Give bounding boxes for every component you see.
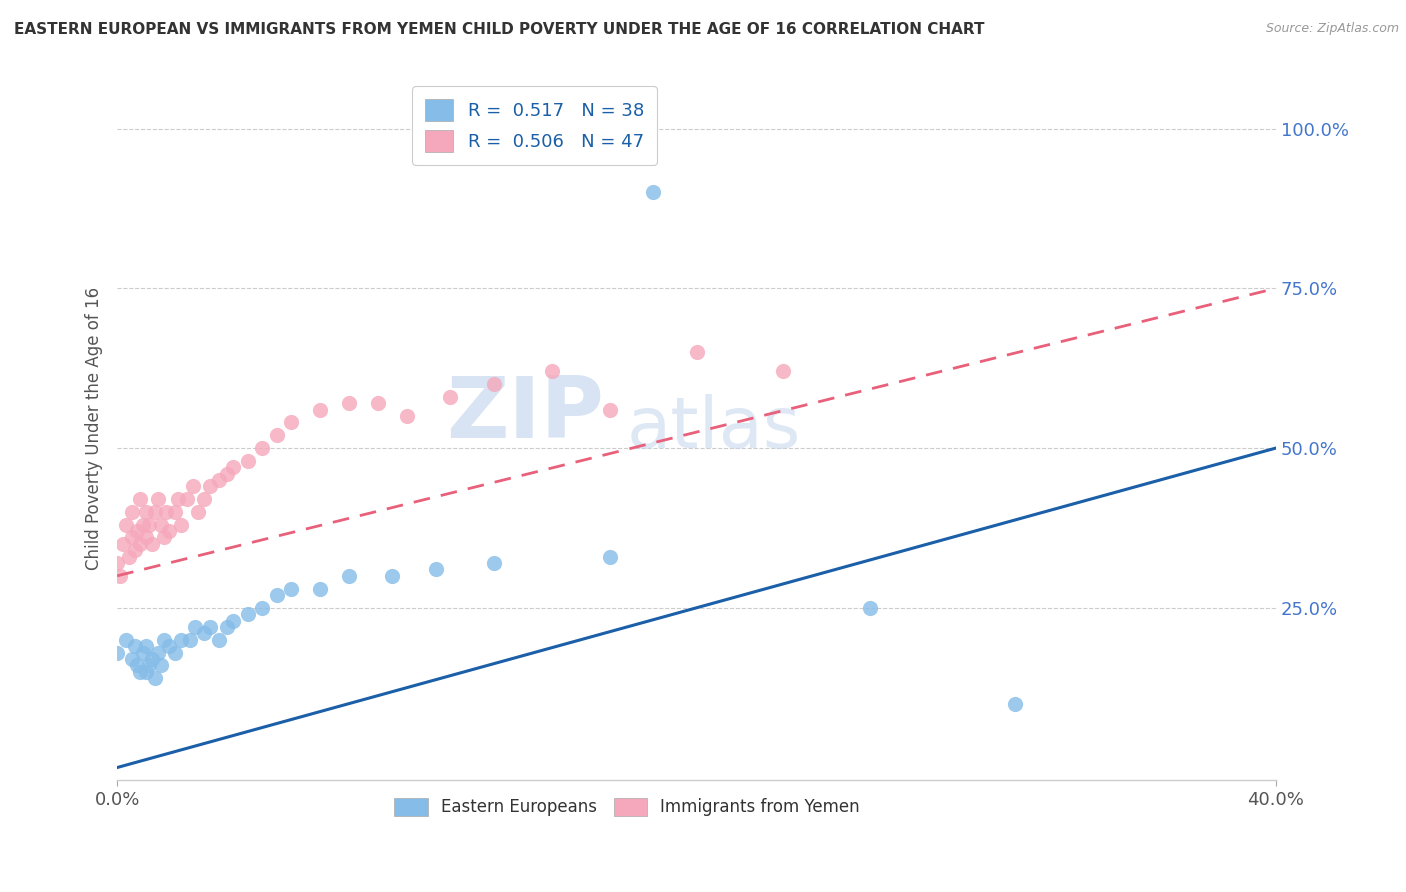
Point [108, 569, 131, 583]
Point [115, 632, 138, 647]
Point [187, 505, 209, 519]
Point [181, 479, 204, 493]
Text: atlas: atlas [627, 394, 801, 463]
Point [124, 543, 146, 558]
Point [193, 492, 215, 507]
Point [135, 639, 157, 653]
Point [135, 665, 157, 679]
Point [127, 658, 149, 673]
Point [152, 531, 174, 545]
Point [184, 620, 207, 634]
Point [143, 671, 166, 685]
Point [157, 524, 180, 538]
Point [772, 364, 794, 378]
Text: ZIP: ZIP [446, 374, 603, 457]
Point [152, 632, 174, 647]
Point [482, 377, 505, 392]
Point [643, 186, 665, 200]
Point [129, 492, 152, 507]
Point [124, 639, 146, 653]
Point [146, 646, 169, 660]
Point [149, 517, 172, 532]
Point [266, 588, 288, 602]
Point [170, 632, 193, 647]
Point [135, 531, 157, 545]
Point [170, 517, 193, 532]
Point [167, 492, 190, 507]
Point [132, 517, 155, 532]
Point [685, 345, 707, 359]
Text: EASTERN EUROPEAN VS IMMIGRANTS FROM YEMEN CHILD POVERTY UNDER THE AGE OF 16 CORR: EASTERN EUROPEAN VS IMMIGRANTS FROM YEME… [14, 22, 984, 37]
Point [217, 620, 239, 634]
Point [280, 416, 302, 430]
Legend: Eastern Europeans, Immigrants from Yemen: Eastern Europeans, Immigrants from Yemen [385, 789, 868, 825]
Point [155, 505, 177, 519]
Point [381, 569, 404, 583]
Point [236, 454, 259, 468]
Point [337, 396, 360, 410]
Point [141, 537, 163, 551]
Point [222, 460, 245, 475]
Point [127, 524, 149, 538]
Point [146, 492, 169, 507]
Point [141, 652, 163, 666]
Point [266, 428, 288, 442]
Point [138, 517, 160, 532]
Point [143, 505, 166, 519]
Point [138, 658, 160, 673]
Point [129, 665, 152, 679]
Point [367, 396, 389, 410]
Point [121, 652, 143, 666]
Point [121, 531, 143, 545]
Point [165, 646, 187, 660]
Point [129, 537, 152, 551]
Point [105, 646, 128, 660]
Point [280, 582, 302, 596]
Point [157, 639, 180, 653]
Point [115, 517, 138, 532]
Point [207, 473, 229, 487]
Point [395, 409, 418, 423]
Point [859, 600, 882, 615]
Point [540, 364, 562, 378]
Point [425, 562, 447, 576]
Point [193, 626, 215, 640]
Point [217, 467, 239, 481]
Point [250, 600, 273, 615]
Point [482, 556, 505, 570]
Point [165, 505, 187, 519]
Point [118, 549, 141, 564]
Point [309, 582, 332, 596]
Point [599, 549, 621, 564]
Point [149, 658, 172, 673]
Point [176, 492, 198, 507]
Point [599, 402, 621, 417]
Point [1004, 697, 1026, 711]
Point [198, 620, 221, 634]
Point [207, 632, 229, 647]
Point [135, 505, 157, 519]
Point [309, 402, 332, 417]
Point [105, 556, 128, 570]
Point [179, 632, 201, 647]
Point [236, 607, 259, 622]
Point [337, 569, 360, 583]
Point [198, 479, 221, 493]
Point [222, 614, 245, 628]
Y-axis label: Child Poverty Under the Age of 16: Child Poverty Under the Age of 16 [86, 287, 103, 570]
Text: Source: ZipAtlas.com: Source: ZipAtlas.com [1265, 22, 1399, 36]
Point [132, 646, 155, 660]
Point [111, 537, 134, 551]
Point [121, 505, 143, 519]
Point [250, 441, 273, 455]
Point [439, 390, 461, 404]
